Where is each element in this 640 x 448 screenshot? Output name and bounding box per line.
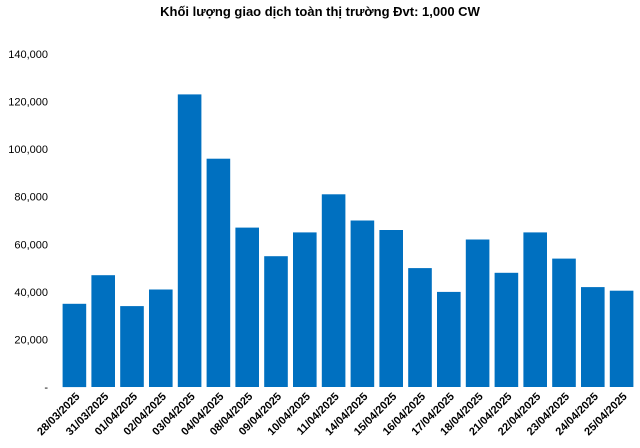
bar — [321, 194, 346, 387]
y-tick-label: 100,000 — [8, 144, 48, 156]
bar — [293, 232, 317, 387]
bar — [379, 230, 403, 387]
bar — [62, 303, 87, 388]
y-tick-label: 20,000 — [14, 334, 48, 346]
bar — [494, 272, 519, 387]
bar — [465, 239, 490, 387]
y-tick-label: 40,000 — [14, 287, 48, 299]
bar — [120, 306, 144, 387]
y-tick-label: 80,000 — [14, 192, 48, 204]
y-tick-label: - — [44, 382, 48, 394]
bar — [523, 232, 547, 387]
bar — [264, 256, 288, 387]
bar — [437, 291, 461, 387]
bar — [552, 258, 576, 387]
bar — [609, 290, 634, 387]
bar — [235, 227, 259, 387]
bar — [350, 220, 375, 387]
bar — [408, 268, 432, 387]
bar — [177, 94, 202, 388]
bar — [581, 287, 605, 387]
y-tick-label: 120,000 — [8, 97, 48, 109]
bar — [206, 158, 231, 387]
bar — [149, 289, 173, 387]
chart-title: Khối lượng giao dịch toàn thị trường Đvt… — [160, 4, 480, 19]
y-tick-label: 140,000 — [8, 49, 48, 61]
bar — [91, 275, 115, 387]
y-tick-label: 60,000 — [14, 239, 48, 251]
